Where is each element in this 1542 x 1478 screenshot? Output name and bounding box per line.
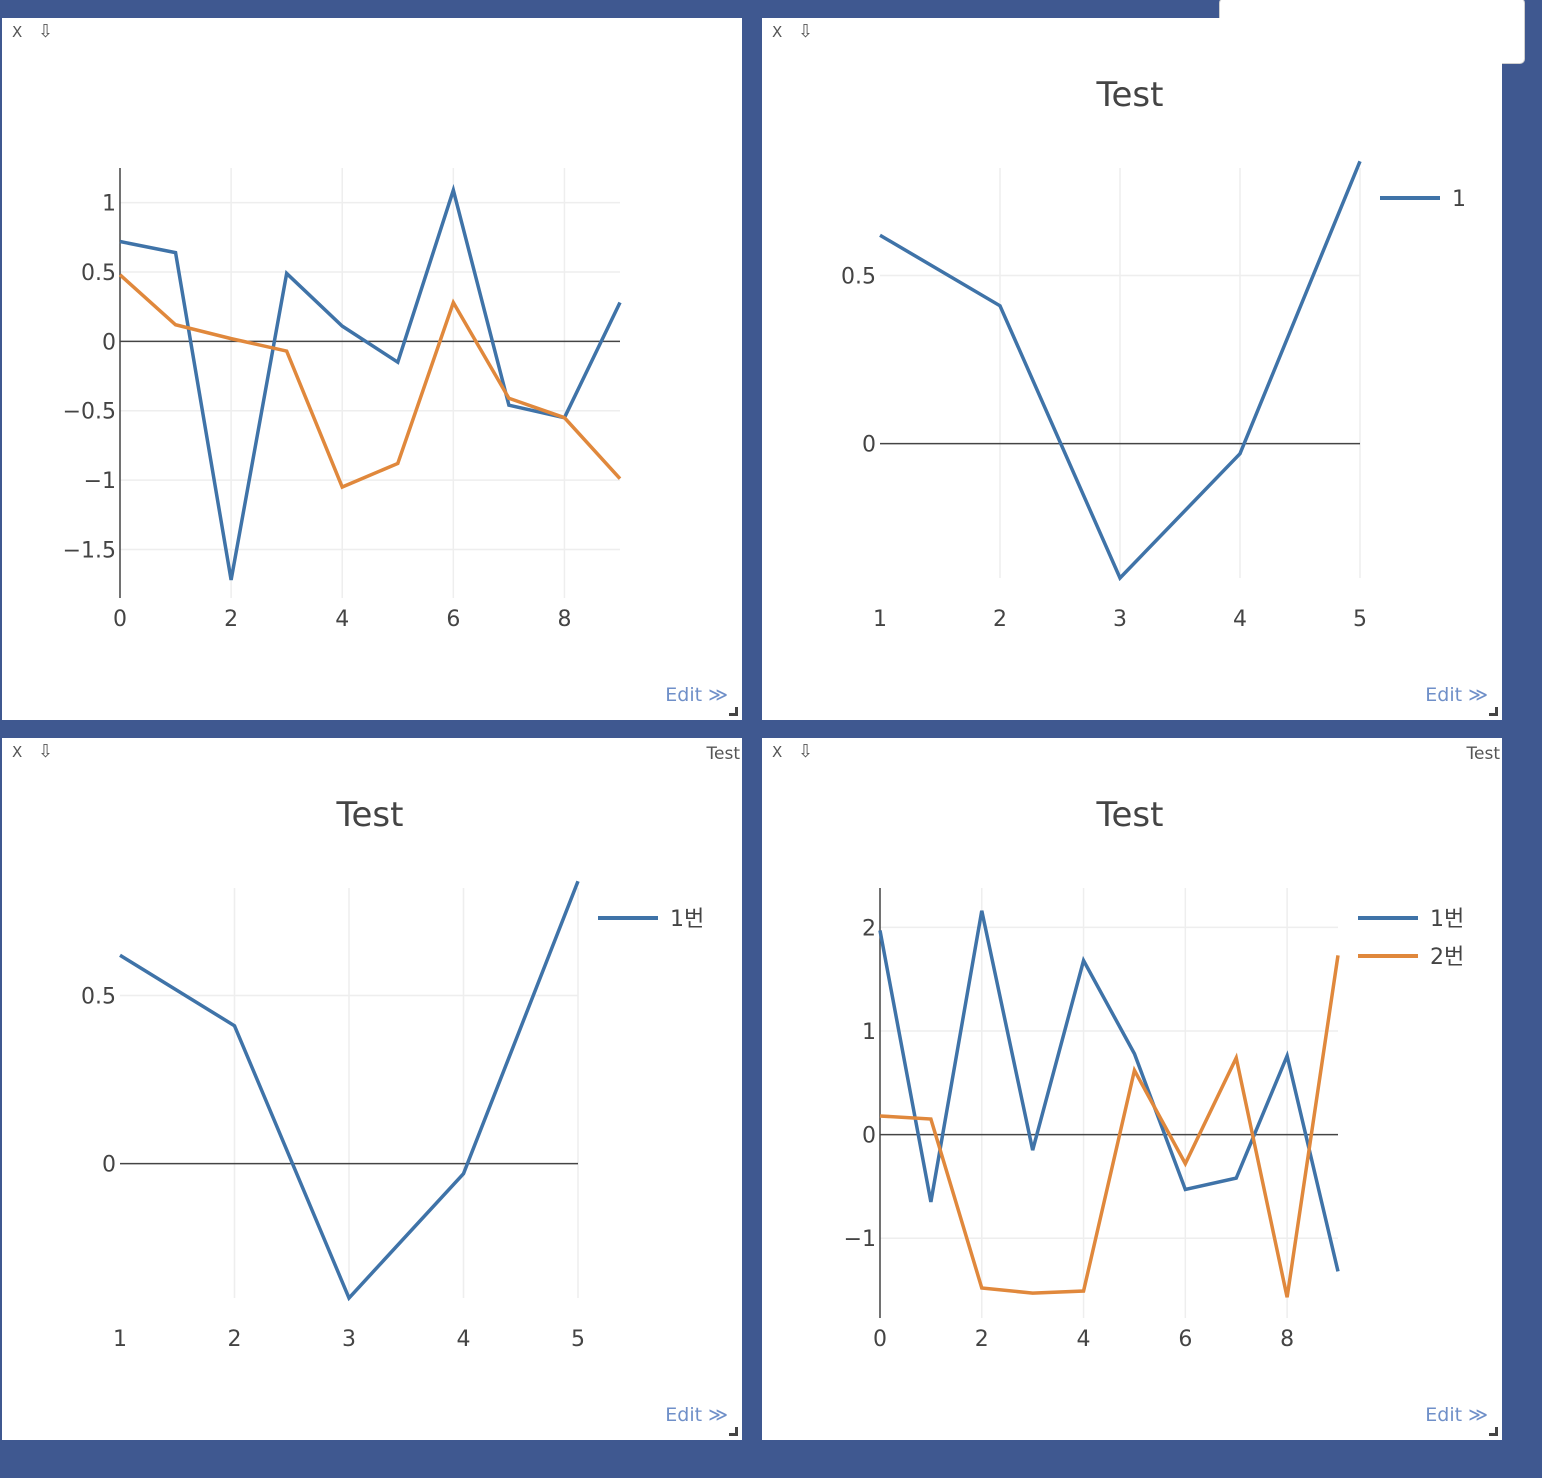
chart-panel-2: X ⇩ 1 2 3 4 5 0.5 0 Test 1 Edit ≫ — [762, 18, 1502, 720]
download-icon[interactable]: ⇩ — [38, 21, 54, 42]
series-line-2 — [879, 955, 1340, 1298]
close-icon[interactable]: X — [772, 743, 783, 761]
chart-title: Test — [336, 795, 404, 835]
y-tick-label: 1 — [862, 1020, 876, 1045]
y-tick-label: 0 — [862, 1124, 876, 1149]
legend-label-1: 1번 — [670, 907, 704, 932]
x-tick-label: 5 — [1353, 607, 1367, 632]
resize-handle[interactable] — [729, 1427, 738, 1436]
panel-name: Test — [706, 744, 740, 764]
y-tick-label: 1 — [102, 192, 116, 217]
chart-panel-1: X ⇩ 0 2 4 6 8 1 0.5 0 −0.5 −1 −1.5 Edit ≫ — [2, 18, 742, 720]
x-tick-label: 2 — [228, 1327, 242, 1352]
y-tick-label: 0.5 — [81, 261, 116, 286]
edit-link[interactable]: Edit ≫ — [1425, 1404, 1488, 1426]
series-line-1 — [119, 183, 622, 581]
x-tick-label: 1 — [873, 607, 887, 632]
x-tick-label: 8 — [557, 607, 571, 632]
x-tick-label: 0 — [873, 1327, 887, 1352]
resize-handle[interactable] — [729, 707, 738, 716]
chart-panel-3: X ⇩ Test 1 2 3 4 5 0.5 0 Test 1번 Edit ≫ — [2, 738, 742, 1440]
x-tick-label: 4 — [1077, 1327, 1091, 1352]
download-icon[interactable]: ⇩ — [798, 741, 814, 762]
close-icon[interactable]: X — [12, 743, 23, 761]
chart-panel-4: X ⇩ Test 0 2 4 6 8 2 1 0 −1 Test 1번 2번 Edit ≫ — [762, 738, 1502, 1440]
close-icon[interactable]: X — [12, 23, 23, 41]
line-chart-3: 1 2 3 4 5 0.5 0 Test 1번 — [81, 795, 704, 1352]
legend-label-1: 1번 — [1430, 907, 1464, 932]
resize-handle[interactable] — [1489, 1427, 1498, 1436]
x-tick-label: 3 — [342, 1327, 356, 1352]
x-tick-label: 4 — [335, 607, 349, 632]
chart-title: Test — [1096, 75, 1164, 115]
y-tick-label: 0 — [862, 433, 876, 458]
y-tick-label: −1 — [84, 469, 116, 494]
x-tick-label: 0 — [113, 607, 127, 632]
legend-label-1: 1 — [1452, 187, 1466, 212]
y-tick-label: 2 — [862, 916, 876, 941]
chart-title: Test — [1096, 795, 1164, 835]
x-tick-label: 2 — [993, 607, 1007, 632]
legend-label-2: 2번 — [1430, 945, 1464, 970]
series-line-2 — [118, 273, 622, 490]
panel-name: Test — [1466, 744, 1500, 764]
y-tick-label: 0.5 — [841, 265, 876, 290]
y-tick-label: 0 — [102, 1153, 116, 1178]
x-tick-label: 4 — [1233, 607, 1247, 632]
x-tick-label: 8 — [1280, 1327, 1294, 1352]
edit-link[interactable]: Edit ≫ — [1425, 684, 1488, 706]
x-tick-label: 3 — [1113, 607, 1127, 632]
series-line-1 — [878, 910, 1340, 1272]
series-line-1 — [879, 160, 1362, 582]
x-tick-label: 2 — [224, 607, 238, 632]
close-icon[interactable]: X — [772, 23, 783, 41]
series-line-1 — [119, 880, 580, 1302]
x-tick-label: 1 — [113, 1327, 127, 1352]
y-tick-label: 0 — [102, 330, 116, 355]
y-tick-label: −1.5 — [63, 538, 116, 563]
line-chart-4: 0 2 4 6 8 2 1 0 −1 Test 1번 2번 — [844, 795, 1465, 1352]
y-tick-label: −1 — [844, 1227, 876, 1252]
y-tick-label: 0.5 — [81, 985, 116, 1010]
y-tick-label: −0.5 — [63, 400, 116, 425]
line-chart-2: 1 2 3 4 5 0.5 0 Test 1 — [841, 75, 1466, 632]
x-tick-label: 6 — [446, 607, 460, 632]
download-icon[interactable]: ⇩ — [798, 21, 814, 42]
resize-handle[interactable] — [1489, 707, 1498, 716]
download-icon[interactable]: ⇩ — [38, 741, 54, 762]
x-tick-label: 2 — [975, 1327, 989, 1352]
edit-link[interactable]: Edit ≫ — [665, 684, 728, 706]
edit-link[interactable]: Edit ≫ — [665, 1404, 728, 1426]
line-chart-1: 0 2 4 6 8 1 0.5 0 −0.5 −1 −1.5 — [63, 168, 622, 632]
x-tick-label: 6 — [1178, 1327, 1192, 1352]
x-tick-label: 4 — [457, 1327, 471, 1352]
x-tick-label: 5 — [571, 1327, 585, 1352]
